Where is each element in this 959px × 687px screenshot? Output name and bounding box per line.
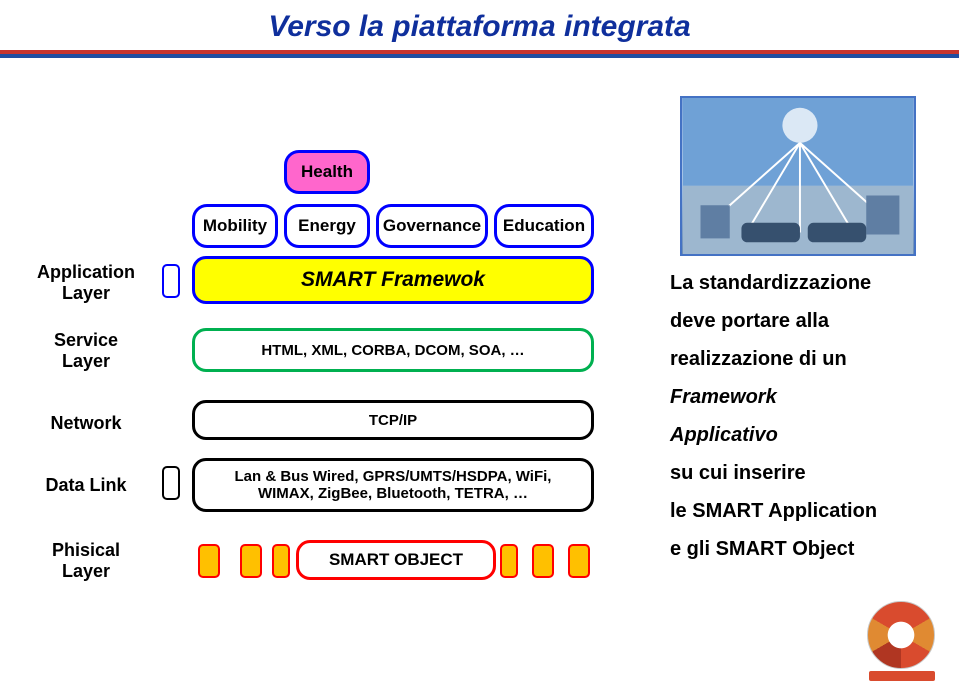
layer-label: Network <box>26 413 146 434</box>
hero-image <box>680 96 916 256</box>
domain-tab: Health <box>284 150 370 194</box>
side-text-line: realizzazione di un <box>670 340 950 378</box>
layer-label: Service Layer <box>26 330 146 372</box>
layer-label: Application Layer <box>26 262 146 304</box>
logo-caption <box>869 671 935 681</box>
connector-block <box>240 544 262 578</box>
title-underline-blue <box>0 54 959 58</box>
side-text-line: le SMART Application <box>670 492 950 530</box>
connector-block <box>198 544 220 578</box>
hero-image-svg <box>682 98 914 254</box>
side-text-line: su cui inserire <box>670 454 950 492</box>
logo-icon <box>867 601 935 669</box>
side-text: La standardizzazionedeve portare allarea… <box>670 264 950 568</box>
page-title: Verso la piattaforma integrata <box>0 10 959 44</box>
layer-label: Data Link <box>26 475 146 496</box>
domain-tab: Energy <box>284 204 370 248</box>
connector-block <box>272 544 290 578</box>
slide: Verso la piattaforma integrata Applicati… <box>0 0 959 687</box>
connector-block <box>162 466 180 500</box>
side-text-line: deve portare alla <box>670 302 950 340</box>
side-text-line: Applicativo <box>670 416 950 454</box>
layer-label: Phisical Layer <box>26 540 146 582</box>
connector-block <box>568 544 590 578</box>
connector-block <box>162 264 180 298</box>
stack-box-network: TCP/IP <box>192 400 594 440</box>
stack-box-service-layer: HTML, XML, CORBA, DCOM, SOA, … <box>192 328 594 372</box>
side-text-line: e gli SMART Object <box>670 530 950 568</box>
side-text-line: Framework <box>670 378 950 416</box>
connector-block <box>500 544 518 578</box>
stack-box-smart-object: SMART OBJECT <box>296 540 496 580</box>
stack-box-smart-framework: SMART Framewok <box>192 256 594 304</box>
stack-box-datalink: Lan & Bus Wired, GPRS/UMTS/HSDPA, WiFi, … <box>192 458 594 512</box>
domain-tab: Education <box>494 204 594 248</box>
domain-tab: Mobility <box>192 204 278 248</box>
side-text-line: La standardizzazione <box>670 264 950 302</box>
connector-block <box>532 544 554 578</box>
domain-tab: Governance <box>376 204 488 248</box>
